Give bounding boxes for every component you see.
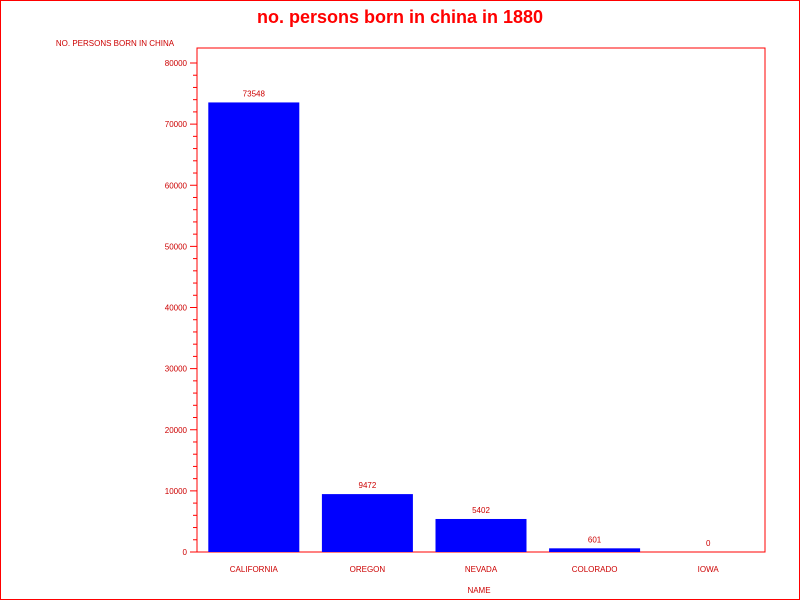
y-tick-label: 0: [183, 548, 188, 557]
bar: [435, 518, 527, 552]
y-tick-label: 20000: [165, 426, 188, 435]
bar-value-label: 73548: [243, 89, 266, 98]
y-tick-label: 10000: [165, 487, 188, 496]
x-tick-label: NEVADA: [465, 565, 498, 574]
y-axis-ticks: 0 10000 20000 30000 40000 50000 60000 70000 8000…: [165, 59, 197, 557]
x-tick-label: OREGON: [350, 565, 386, 574]
bar-value-label: 5402: [472, 506, 490, 515]
y-tick-label: 40000: [165, 304, 188, 313]
bar-value-label: 9472: [359, 481, 377, 490]
y-axis-label: NO. PERSONS BORN IN CHINA: [56, 39, 175, 48]
bar-value-label: 0: [706, 539, 711, 548]
chart-title: no. persons born in china in 1880: [257, 7, 543, 27]
x-tick-label: CALIFORNIA: [230, 565, 279, 574]
y-tick-label: 70000: [165, 120, 188, 129]
bar: [549, 548, 641, 552]
y-tick-label: 30000: [165, 365, 188, 374]
y-tick-label: 80000: [165, 59, 188, 68]
bar-value-label: 601: [588, 535, 602, 544]
bar-value-labels: 73548 9472 5402 601 0: [243, 89, 711, 548]
bars: [208, 102, 641, 552]
x-axis-tick-labels: CALIFORNIA OREGON NEVADA COLORADO IOWA: [230, 565, 720, 574]
bar: [208, 102, 300, 552]
x-tick-label: IOWA: [698, 565, 720, 574]
bar: [321, 494, 413, 552]
x-tick-label: COLORADO: [572, 565, 618, 574]
y-tick-label: 50000: [165, 242, 188, 251]
x-axis-label: NAME: [467, 586, 490, 595]
y-tick-label: 60000: [165, 181, 188, 190]
